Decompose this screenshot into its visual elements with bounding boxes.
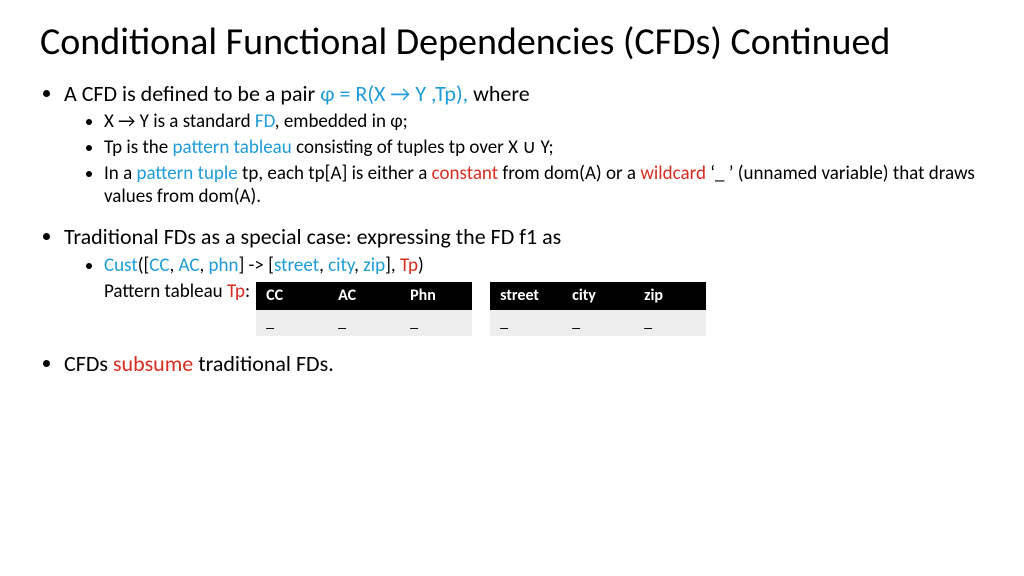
text: Tp is the <box>104 136 173 159</box>
col-zip: zip <box>634 282 706 310</box>
sub-tableau: Tp is the pattern tableau consisting of … <box>104 136 984 160</box>
text: , <box>169 254 178 277</box>
table-row: street city zip <box>490 282 706 310</box>
col-phn: Phn <box>400 282 472 310</box>
text: from dom(A) or a <box>498 162 640 185</box>
kw: pattern tableau <box>173 136 292 159</box>
table-row: CC AC Phn <box>256 282 472 310</box>
text: traditional FDs. <box>193 350 334 377</box>
text: ] -> [ <box>238 254 274 277</box>
text: , <box>319 254 328 277</box>
cell: _ <box>490 310 562 336</box>
kw: zip <box>363 254 385 277</box>
table-right: street city zip _ _ _ <box>490 282 706 336</box>
slide-title: Conditional Functional Dependencies (CFD… <box>40 20 984 66</box>
kw: Tp <box>400 254 418 277</box>
kw: city <box>328 254 354 277</box>
text: where <box>468 80 530 107</box>
col-street: street <box>490 282 562 310</box>
text: , embedded in φ; <box>275 110 408 133</box>
sub-pattern-tableau: Pattern tableau Tp: CC AC Phn _ _ _ <box>104 280 984 336</box>
text: Traditional FDs as a special case: expre… <box>64 223 561 250</box>
tableau-tables: CC AC Phn _ _ _ street city <box>256 282 706 336</box>
cell: _ <box>256 310 328 336</box>
text: ], <box>385 254 400 277</box>
text: CFDs <box>64 350 113 377</box>
table-row: _ _ _ <box>490 310 706 336</box>
kw: CC <box>149 254 169 277</box>
kw: Cust <box>104 254 138 277</box>
cell: _ <box>634 310 706 336</box>
kw: constant <box>432 162 499 185</box>
kw: phn <box>208 254 238 277</box>
col-cc: CC <box>256 282 328 310</box>
kw: subsume <box>113 350 193 377</box>
text: tp, each tp[A] is either a <box>238 162 432 185</box>
kw: wildcard <box>640 162 706 185</box>
text: ) <box>418 254 424 277</box>
kw: Tp <box>227 280 245 303</box>
bullet-list: A CFD is defined to be a pair φ = R(X → … <box>40 80 984 379</box>
text: A CFD is defined to be a pair <box>64 80 320 107</box>
table-row: _ _ _ <box>256 310 472 336</box>
col-city: city <box>562 282 634 310</box>
table-left: CC AC Phn _ _ _ <box>256 282 472 336</box>
text: : <box>245 280 250 303</box>
text: X → Y is a standard <box>104 110 255 133</box>
kw: FD <box>255 110 275 133</box>
kw: street <box>274 254 319 277</box>
kw: pattern tuple <box>136 162 237 185</box>
text: In a <box>104 162 136 185</box>
col-ac: AC <box>328 282 400 310</box>
cell: _ <box>328 310 400 336</box>
text: , <box>354 254 363 277</box>
sub-tuple: In a pattern tuple tp, each tp[A] is eit… <box>104 162 984 210</box>
formula: φ = R(X → Y ,Tp), <box>320 80 468 107</box>
bullet-def: A CFD is defined to be a pair φ = R(X → … <box>64 80 984 210</box>
sub-fd: X → Y is a standard FD, embedded in φ; <box>104 110 984 134</box>
cell: _ <box>562 310 634 336</box>
bullet-subsume: CFDs subsume traditional FDs. <box>64 350 984 379</box>
text: Pattern tableau <box>104 280 227 303</box>
sub-list: X → Y is a standard FD, embedded in φ; T… <box>64 110 984 209</box>
text: consisting of tuples tp over X ∪ Y; <box>292 136 554 159</box>
text: ([ <box>138 254 150 277</box>
kw: AC <box>179 254 200 277</box>
sub-list: Cust([CC, AC, phn] -> [street, city, zip… <box>64 254 984 336</box>
cell: _ <box>400 310 472 336</box>
bullet-traditional: Traditional FDs as a special case: expre… <box>64 223 984 335</box>
sub-cust: Cust([CC, AC, phn] -> [street, city, zip… <box>104 254 984 278</box>
